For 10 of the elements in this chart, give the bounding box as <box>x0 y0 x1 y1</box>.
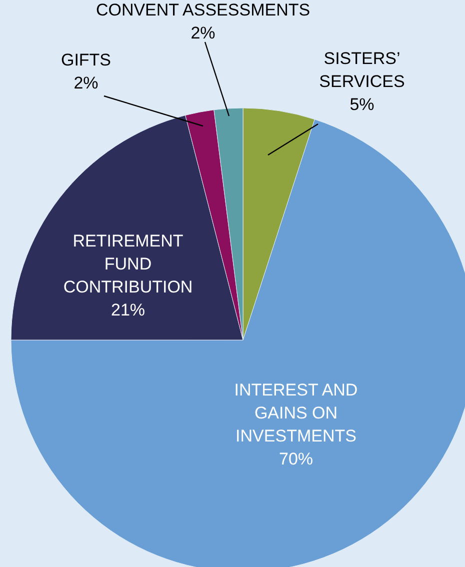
data-label: 70% <box>278 450 314 468</box>
slice-label: GIFTS <box>60 50 112 70</box>
slice-label: SISTERS’ SERVICES <box>319 49 405 91</box>
data-label: 5% <box>350 95 374 114</box>
data-label: 2% <box>74 74 98 92</box>
slice-label: INTEREST AND GAINS ON INVESTMENTS <box>234 380 358 446</box>
data-label: 2% <box>190 24 216 42</box>
data-label: 21% <box>110 300 146 320</box>
slice-label: RETIREMENT FUND CONTRIBUTION <box>63 232 193 296</box>
slice-label: CONVENT ASSESSMENTS <box>96 0 310 20</box>
